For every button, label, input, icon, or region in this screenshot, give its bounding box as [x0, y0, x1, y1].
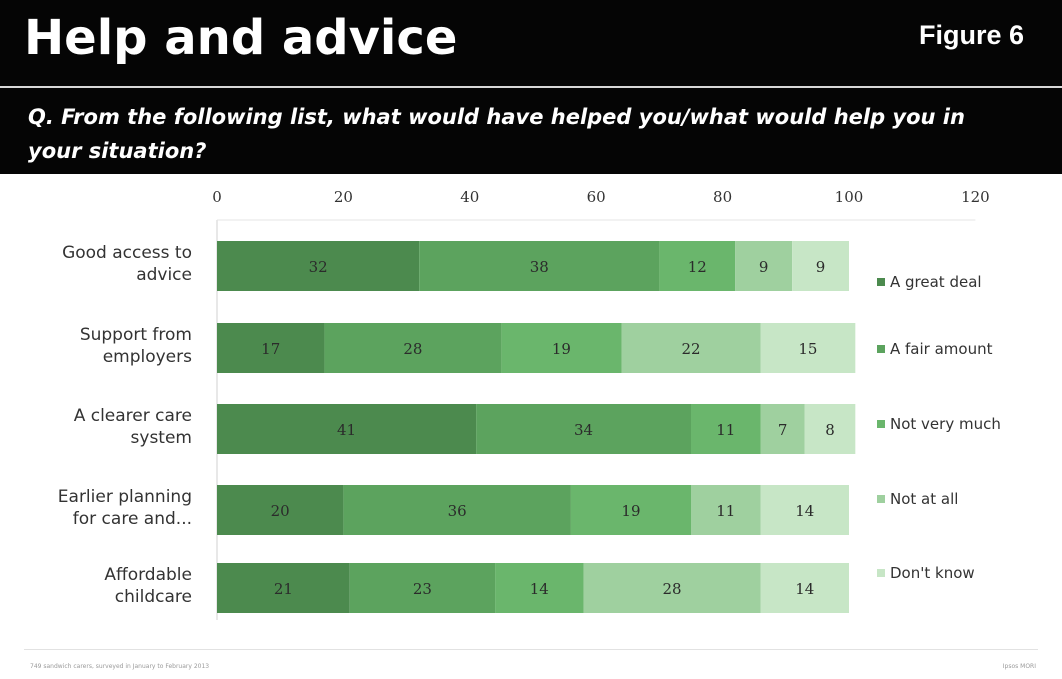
stacked-bar-chart: 0 20 40 60 80 100 120 32 38 12 9 9 Good access to adv…: [58, 188, 1001, 620]
data-label: 14: [795, 502, 814, 520]
bar-segment: [760, 404, 805, 454]
data-label: 34: [574, 421, 593, 439]
data-label: 7: [778, 421, 788, 439]
legend-label: Don't know: [890, 564, 975, 582]
bar-segment: [760, 485, 849, 535]
figure-label: Figure 6: [918, 20, 1024, 50]
data-label: 14: [795, 580, 814, 598]
category-label: A clearer care system: [74, 406, 192, 448]
data-label: 11: [716, 421, 735, 439]
header-divider: [0, 86, 1062, 88]
x-tick-label: 60: [587, 188, 606, 206]
x-tick-label: 120: [961, 188, 990, 206]
legend-label: A fair amount: [890, 340, 993, 358]
legend-label: A great deal: [890, 273, 982, 291]
data-label: 36: [448, 502, 467, 520]
bar-segment: [691, 485, 761, 535]
data-label: 28: [403, 340, 422, 358]
data-label: 11: [716, 502, 735, 520]
bar-segment: [343, 485, 571, 535]
category-label-line: Good access to: [62, 243, 192, 263]
data-label: 28: [662, 580, 681, 598]
bar-segment: [804, 404, 856, 454]
legend-swatch: [877, 569, 885, 577]
bar-segment: [760, 563, 849, 613]
category-label-line: Support from: [80, 325, 192, 345]
x-tick-label: 20: [334, 188, 353, 206]
data-label: 23: [413, 580, 432, 598]
category-label: Good access to advice: [62, 243, 192, 285]
legend-label: Not at all: [890, 490, 958, 508]
legend-swatch: [877, 495, 885, 503]
legend-swatch: [877, 345, 885, 353]
bar-segment: [419, 241, 660, 291]
bar-segment: [621, 323, 761, 373]
footer-divider: [24, 649, 1038, 650]
data-label: 19: [621, 502, 640, 520]
legend-swatch: [877, 420, 885, 428]
bar-segment: [735, 241, 793, 291]
question-subtitle: Q. From the following list, what would h…: [28, 105, 965, 163]
bar-segment: [760, 323, 856, 373]
data-label: 12: [688, 258, 707, 276]
category-label-line: A clearer care: [74, 406, 192, 426]
data-label: 8: [825, 421, 835, 439]
bar-segment: [217, 563, 350, 613]
bar-segment: [501, 323, 622, 373]
bar-segment: [792, 241, 849, 291]
data-label: 19: [552, 340, 571, 358]
data-label: 21: [274, 580, 293, 598]
category-label-line: childcare: [115, 587, 192, 607]
bar-segment: [570, 485, 691, 535]
page-title: Help and advice: [24, 10, 458, 66]
data-label: 41: [337, 421, 356, 439]
bar-segment: [495, 563, 584, 613]
bar-segment: [583, 563, 761, 613]
data-label: 17: [261, 340, 280, 358]
bar-segment: [217, 485, 344, 535]
data-label: 9: [816, 258, 826, 276]
bar-segment: [476, 404, 691, 454]
category-label-line: Affordable: [104, 565, 192, 585]
footer-note: 749 sandwich carers, surveyed in January…: [30, 663, 210, 670]
bar-segment: [349, 563, 496, 613]
footer-source: Ipsos MORI: [1002, 663, 1036, 670]
category-label: Earlier planning for care and...: [58, 487, 192, 529]
category-label-line: system: [131, 428, 192, 448]
data-label: 32: [309, 258, 328, 276]
bar-segment: [324, 323, 502, 373]
data-label: 22: [681, 340, 700, 358]
bar-segment: [217, 323, 325, 373]
category-label-line: Earlier planning: [58, 487, 192, 507]
category-label-line: for care and...: [73, 509, 192, 529]
bar-segment: [691, 404, 761, 454]
bar-segment: [217, 241, 420, 291]
data-label: 20: [271, 502, 290, 520]
legend-swatch: [877, 278, 885, 286]
category-label-line: employers: [103, 347, 192, 367]
legend-label: Not very much: [890, 415, 1001, 433]
data-label: 14: [530, 580, 549, 598]
category-label: Affordable childcare: [104, 565, 192, 607]
category-label: Support from employers: [80, 325, 192, 367]
x-tick-label: 40: [460, 188, 479, 206]
data-label: 38: [530, 258, 549, 276]
x-tick-label: 0: [212, 188, 222, 206]
data-label: 15: [798, 340, 817, 358]
bar-segment: [659, 241, 736, 291]
data-label: 9: [759, 258, 769, 276]
category-label-line: advice: [136, 265, 192, 285]
x-tick-label: 100: [835, 188, 864, 206]
bar-segment: [217, 404, 477, 454]
x-tick-label: 80: [713, 188, 732, 206]
